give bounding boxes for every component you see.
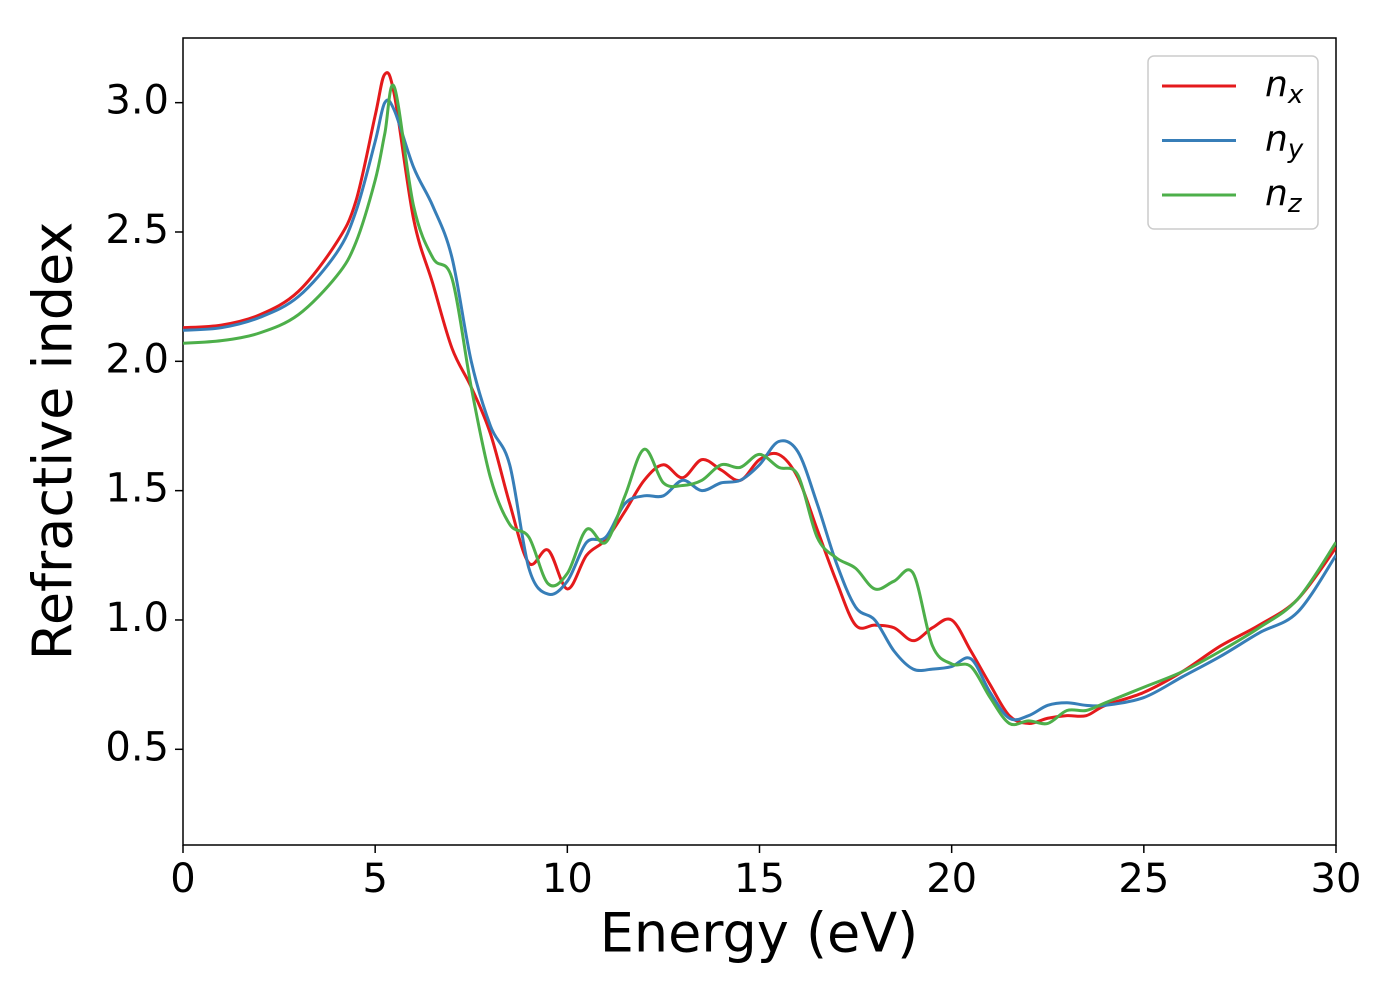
x-tick-label: 0 <box>170 856 195 902</box>
x-tick-label: 5 <box>362 856 387 902</box>
legend-label: ny <box>1265 119 1304 165</box>
x-tick-label: 25 <box>1118 856 1169 902</box>
x-axis-label: Energy (eV) <box>600 902 919 965</box>
line <box>183 83 1336 727</box>
x-tick-label: 30 <box>1311 856 1362 902</box>
x-tick-label: 15 <box>734 856 785 902</box>
y-tick-label: 0.5 <box>105 724 169 770</box>
y-tick-label: 1.5 <box>105 466 169 512</box>
y-tick-label: 2.0 <box>105 336 169 382</box>
y-tick-label: 2.5 <box>105 207 169 253</box>
legend-label: nx <box>1265 64 1304 110</box>
x-tick-label: 10 <box>542 856 593 902</box>
y-tick-label: 1.0 <box>105 595 169 641</box>
legend-label: nz <box>1265 173 1303 219</box>
y-axis-label: Refractive index <box>22 222 85 661</box>
legend-box <box>1147 55 1319 230</box>
y-tick-label: 3.0 <box>105 78 169 124</box>
x-tick-label: 20 <box>926 856 977 902</box>
